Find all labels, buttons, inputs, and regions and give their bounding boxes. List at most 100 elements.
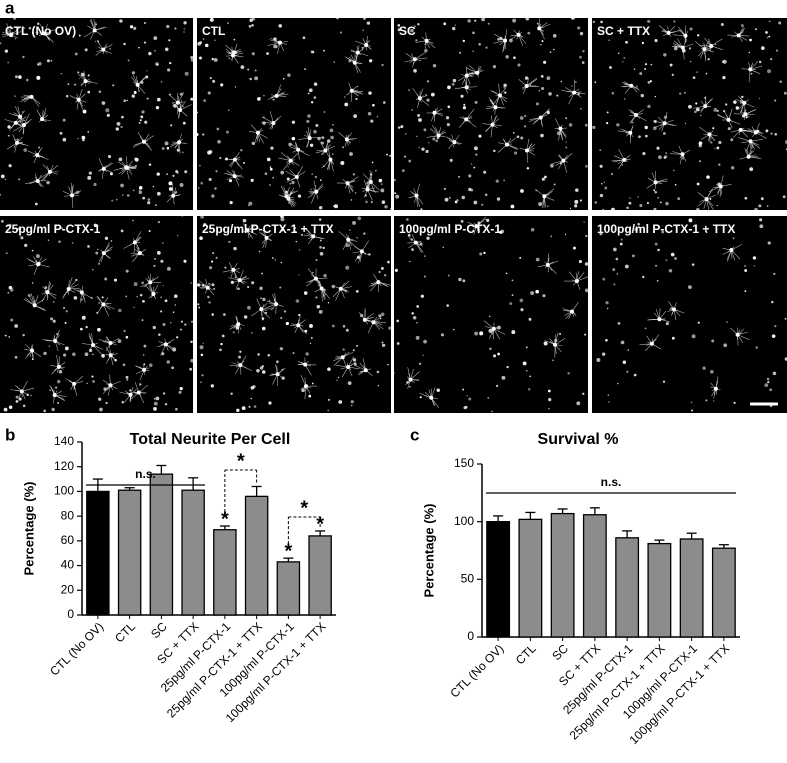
speck <box>539 90 541 92</box>
soma <box>714 387 718 391</box>
speck <box>559 333 561 335</box>
speck <box>571 85 573 87</box>
speck <box>336 17 338 19</box>
speck <box>165 403 167 405</box>
speck <box>351 199 352 200</box>
speck <box>582 50 584 52</box>
speck <box>372 104 375 107</box>
speck <box>384 205 387 208</box>
speck <box>529 318 532 321</box>
speck <box>353 173 355 175</box>
speck <box>400 125 403 128</box>
soma <box>418 96 422 100</box>
speck <box>506 272 508 274</box>
speck <box>519 299 523 303</box>
speck <box>155 204 157 206</box>
y-tick-label: 20 <box>61 582 75 596</box>
speck <box>699 160 701 162</box>
speck <box>123 43 126 46</box>
speck <box>647 20 650 23</box>
speck <box>251 179 254 182</box>
soma <box>296 323 300 327</box>
speck <box>511 330 515 334</box>
speck <box>16 396 19 399</box>
speck <box>95 252 98 255</box>
speck <box>174 27 176 29</box>
speck <box>227 22 229 24</box>
speck <box>433 64 436 67</box>
speck <box>287 178 290 181</box>
soma <box>233 158 237 162</box>
speck <box>607 111 609 113</box>
speck <box>514 151 517 154</box>
speck <box>311 173 313 175</box>
speck <box>328 302 329 303</box>
speck <box>754 265 755 266</box>
speck <box>182 216 183 217</box>
speck <box>197 303 199 305</box>
speck <box>613 248 617 252</box>
speck <box>79 78 80 79</box>
speck <box>663 132 666 135</box>
speck <box>626 371 628 373</box>
speck <box>474 332 478 336</box>
speck <box>726 321 727 322</box>
speck <box>172 175 174 177</box>
speck <box>540 134 544 138</box>
speck <box>292 121 295 124</box>
speck <box>709 198 711 200</box>
speck <box>580 108 581 109</box>
speck <box>319 310 323 314</box>
speck <box>708 58 710 60</box>
error-bar <box>590 508 600 515</box>
speck <box>35 203 38 206</box>
speck <box>334 204 338 208</box>
speck <box>144 121 147 124</box>
speck <box>18 178 20 180</box>
speck <box>72 242 74 244</box>
soma <box>57 365 61 369</box>
speck <box>673 170 675 172</box>
speck <box>138 47 140 49</box>
bar <box>616 538 639 637</box>
speck <box>716 146 719 149</box>
speck <box>120 126 122 128</box>
speck <box>394 192 396 194</box>
soma <box>634 113 638 117</box>
speck <box>235 86 236 87</box>
speck <box>489 316 490 317</box>
speck <box>596 358 600 362</box>
speck <box>165 299 168 302</box>
speck <box>92 380 95 383</box>
speck <box>340 161 344 165</box>
soma <box>546 263 550 267</box>
speck <box>322 247 324 249</box>
speck <box>612 268 615 271</box>
speck <box>46 181 49 184</box>
speck <box>548 398 551 401</box>
soma <box>505 143 509 147</box>
speck <box>190 341 192 343</box>
speck <box>503 180 505 182</box>
error-bar <box>252 486 262 496</box>
speck <box>520 189 524 193</box>
speck <box>306 120 309 123</box>
x-tick-label: CTL (No OV) <box>447 641 506 700</box>
speck <box>511 205 515 209</box>
speck <box>15 38 16 39</box>
speck <box>212 80 215 83</box>
speck <box>210 18 214 22</box>
speck <box>116 199 118 201</box>
soma <box>171 194 175 198</box>
speck <box>126 270 129 273</box>
soma <box>663 121 667 125</box>
speck <box>505 55 508 58</box>
speck <box>223 313 226 316</box>
speck <box>620 243 623 246</box>
micrograph: 100pg/ml P-CTX-1 <box>393 216 588 413</box>
x-tick-label: SC <box>549 641 571 663</box>
speck <box>569 123 573 127</box>
speck <box>191 321 193 323</box>
speck <box>48 240 49 241</box>
speck <box>105 237 108 240</box>
